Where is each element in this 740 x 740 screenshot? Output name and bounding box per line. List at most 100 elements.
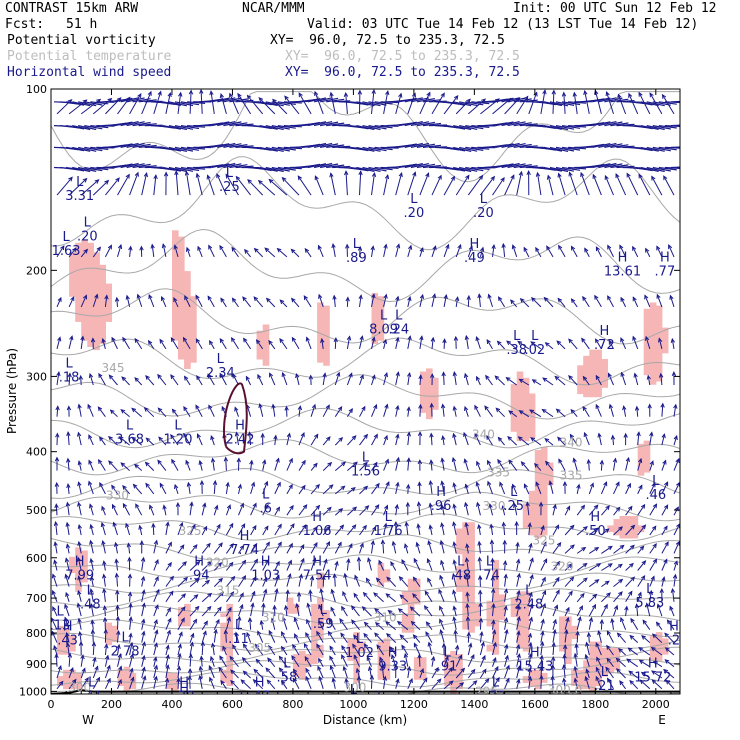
wind-vector: [174, 484, 179, 495]
pv-shade-cell: [75, 264, 82, 269]
wind-vector-head: [594, 527, 600, 533]
pv-shade-cell: [87, 302, 94, 307]
wind-vector: [103, 561, 106, 571]
pv-shade-cell: [565, 660, 572, 665]
wind-vector: [236, 176, 251, 196]
pv-shade-cell: [178, 299, 185, 303]
pv-shade-cell: [311, 657, 318, 661]
wind-vector: [286, 560, 292, 571]
pv-shade-cell: [534, 503, 542, 508]
wind-vector: [625, 525, 635, 536]
pv-shade-cell: [81, 242, 88, 247]
wind-vector-head: [346, 335, 352, 341]
pv-shade-cell: [516, 635, 524, 639]
pv-shade-cell: [317, 330, 324, 335]
jet-vector: [301, 143, 321, 148]
pv-shade-cell: [93, 305, 100, 310]
theta-contour-line: [51, 682, 680, 694]
wind-vector: [465, 335, 469, 349]
pv-shade-cell: [178, 327, 185, 332]
wind-vector: [479, 642, 485, 656]
wind-vector-head: [386, 576, 391, 582]
pv-shade-cell: [111, 635, 119, 639]
pv-shade-cell: [516, 644, 524, 649]
wind-vector: [292, 644, 300, 656]
pv-shade-cell: [649, 343, 657, 347]
wind-vector: [629, 635, 639, 643]
pv-shade-cell: [486, 622, 494, 627]
pv-shade-cell: [407, 588, 415, 592]
wind-vector: [189, 619, 197, 630]
jet-vector: [283, 146, 302, 150]
pv-shade-cell: [178, 261, 185, 266]
pv-shade-cell: [426, 406, 433, 410]
wind-vector-head: [519, 297, 525, 303]
wind-vector: [441, 523, 445, 536]
pv-shade-cell: [286, 600, 294, 605]
wind-vector: [625, 457, 630, 471]
pv-shade-cell: [522, 629, 530, 633]
pv-shade-cell: [75, 676, 82, 680]
wind-vector-head: [646, 374, 651, 380]
wind-vector: [238, 560, 246, 571]
wind-vector: [170, 434, 179, 446]
wind-vector-head: [329, 655, 334, 661]
wind-vector-head: [64, 557, 70, 563]
wind-vector: [479, 655, 486, 667]
wind-vector-head: [405, 501, 410, 507]
pv-shade-cell: [178, 280, 185, 285]
wind-vector: [664, 632, 675, 643]
wind-vector-head: [364, 505, 370, 510]
wind-vector-head: [52, 606, 57, 612]
wind-vector-head: [475, 481, 480, 487]
theta-contour-line: [51, 554, 680, 578]
wind-vector-head: [321, 575, 326, 581]
wind-vector: [419, 336, 423, 349]
wind-vector: [613, 545, 625, 554]
wind-vector: [580, 172, 590, 196]
pv-shade-cell: [63, 651, 70, 655]
pv-shade-cell: [426, 371, 433, 376]
wind-vector-head: [314, 433, 319, 439]
jet-vector: [422, 99, 442, 103]
pv-shade-cell: [522, 641, 530, 646]
pv-shade-cell: [377, 296, 385, 300]
pv-shade-cell: [528, 679, 536, 683]
pv-shade-cell: [57, 635, 64, 639]
wind-vector: [274, 524, 282, 536]
wind-vector: [582, 376, 590, 386]
wind-vector: [345, 171, 348, 196]
wind-vector: [388, 610, 397, 617]
jet-vector: [398, 97, 417, 103]
wind-vector-head: [595, 675, 600, 681]
pv-shade-cell: [93, 330, 100, 335]
wind-vector-head: [139, 245, 144, 251]
pv-shade-cell: [419, 374, 427, 379]
jet-vector: [132, 121, 151, 127]
wind-vector: [371, 504, 380, 516]
pv-shade-cell: [426, 377, 433, 382]
x-tick-label: 600: [222, 698, 243, 711]
wind-vector: [165, 665, 169, 679]
extremum-value-label: .58: [277, 671, 298, 686]
pv-shade-cell: [540, 676, 548, 680]
jet-vector: [265, 101, 284, 107]
pv-shade-cell: [583, 666, 590, 671]
wind-vector: [379, 657, 385, 667]
wind-vector: [286, 458, 293, 471]
pv-shade-cell: [444, 660, 451, 665]
wind-vector-head: [359, 335, 364, 341]
wind-vector-head: [326, 525, 331, 531]
jet-vector: [90, 101, 109, 105]
wind-vector: [581, 338, 590, 350]
pv-shade-cell: [516, 402, 524, 407]
theta-label: 310: [374, 610, 397, 624]
wind-vector: [341, 606, 348, 617]
wind-vector: [78, 576, 82, 587]
pv-shade-cell: [190, 343, 197, 347]
wind-vector-head: [195, 560, 201, 566]
pv-shade-cell: [317, 600, 324, 605]
pv-shade-cell: [129, 682, 137, 686]
wind-vector-head: [452, 432, 457, 438]
pv-shade-cell: [413, 578, 421, 583]
